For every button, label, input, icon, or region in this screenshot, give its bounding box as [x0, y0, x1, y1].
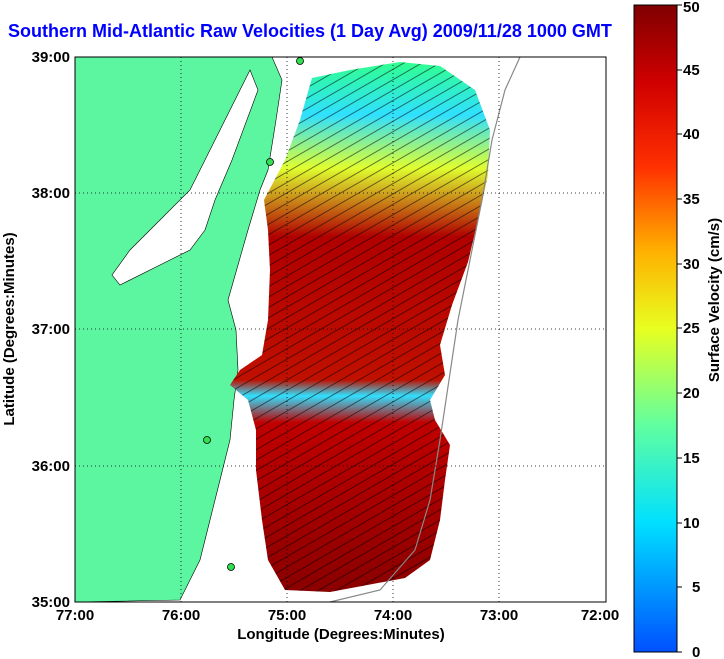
colorbar-ticks: [677, 4, 682, 653]
grid-lines: [75, 57, 606, 602]
y-tick: 38:00: [32, 185, 70, 202]
colorbar-tick: 30: [683, 256, 700, 273]
colorbar-tick: 20: [683, 385, 700, 402]
x-tick: 77:00: [56, 607, 94, 624]
x-tick: 72:00: [581, 607, 619, 624]
plot-frame: [74, 56, 607, 603]
colorbar: [633, 4, 678, 653]
colorbar-tick: 45: [683, 62, 700, 79]
colorbar-tick: 10: [683, 515, 700, 532]
radar-site-marker: [266, 158, 274, 166]
x-tick: 74:00: [374, 607, 412, 624]
colorbar-tick: 35: [683, 191, 700, 208]
colorbar-tick: 0: [692, 644, 700, 659]
colorbar-tick: 25: [683, 320, 700, 337]
shelf-contour: [329, 57, 521, 602]
x-axis-label: Longitude (Degrees:Minutes): [237, 626, 445, 643]
colorbar-tick: 5: [692, 579, 700, 596]
x-tick: 76:00: [162, 607, 200, 624]
x-tick: 75:00: [268, 607, 306, 624]
radar-site-marker: [227, 563, 235, 571]
y-tick: 35:00: [32, 594, 70, 611]
y-tick: 37:00: [32, 321, 70, 338]
map-title: Southern Mid-Atlantic Raw Velocities (1 …: [8, 21, 612, 41]
y-tick: 36:00: [32, 458, 70, 475]
land-area: [75, 57, 283, 602]
colorbar-tick: 40: [683, 126, 700, 143]
x-tick: 73:00: [480, 607, 518, 624]
y-axis-label: Latitude (Degrees:Minutes): [1, 232, 18, 425]
colorbar-label: Surface Velocity (cm/s): [706, 218, 723, 382]
y-tick-labels: 39:00 38:00 37:00 36:00 35:00: [32, 49, 70, 611]
colorbar-tick: 50: [683, 0, 700, 16]
y-tick: 39:00: [32, 49, 70, 66]
colorbar-tick-labels: 50 45 40 35 30 25 20 15 10 5 0: [683, 0, 700, 659]
colorbar-tick: 15: [683, 450, 700, 467]
velocity-vectors: [230, 62, 490, 592]
chesapeake-bay: [111, 69, 259, 286]
radar-site-marker: [296, 57, 304, 65]
radar-site-marker: [203, 436, 211, 444]
x-tick-labels: 77:00 76:00 75:00 74:00 73:00 72:00: [56, 607, 619, 624]
